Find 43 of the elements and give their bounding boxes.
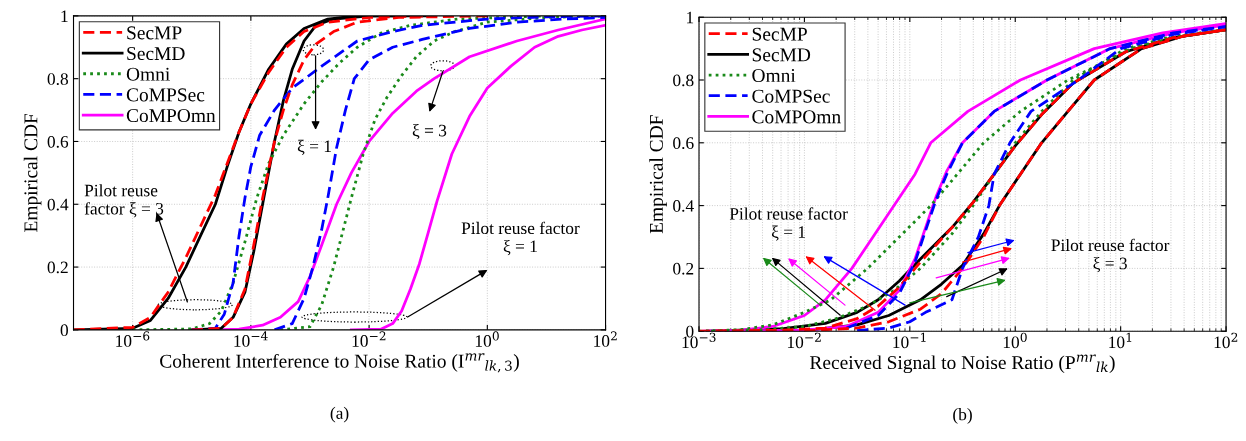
- legend-label: Omni: [126, 67, 170, 81]
- y-axis-title: Empirical CDF: [23, 113, 42, 232]
- y-tick-label: 0.4: [673, 200, 694, 212]
- y-tick-label: 0.2: [47, 261, 68, 274]
- y-tick-label: 0: [60, 324, 68, 337]
- y-tick-label: 0.8: [673, 74, 694, 87]
- x-axis-title: Coherent Interference to Noise Ratio (I$^{mr}$$_{lk,3}$): [160, 353, 519, 373]
- y-axis-title: Empirical CDF: [649, 115, 667, 234]
- x-tick-label: 10$^{2}$: [594, 331, 617, 347]
- legend-label: SecMP: [752, 27, 807, 41]
- legend-label: CoMPSec: [126, 88, 205, 102]
- legend-label: SecMP: [127, 26, 182, 40]
- x-tick-label: 10$^{−2}$: [352, 331, 386, 347]
- y-tick-label: 0.8: [47, 73, 68, 85]
- annotation: Pilot reuse factor ξ = 3: [1051, 238, 1170, 273]
- y-tick-label: 0.2: [673, 262, 694, 275]
- annotation: ξ = 1: [297, 139, 331, 155]
- x-tick-label: 10$^{0}$: [475, 331, 499, 347]
- text: (b): [953, 408, 972, 424]
- legend-label: Omni: [752, 68, 796, 83]
- annotation: ξ = 3: [412, 124, 447, 140]
- annotation: Pilot reuse factor ξ = 1: [729, 207, 848, 241]
- legend-label: CoMPSec: [752, 89, 830, 103]
- y-tick-label: 0.6: [673, 137, 694, 150]
- text: (a): [330, 406, 349, 423]
- x-tick-label: 10$^{−2}$: [787, 332, 821, 349]
- x-tick-label: 10$^{0}$: [1003, 332, 1027, 349]
- x-tick-label: 10$^{2}$: [1214, 332, 1238, 349]
- annotation: Pilot reuse factor ξ = 3: [84, 184, 164, 218]
- legend-label: SecMD: [127, 47, 185, 61]
- x-tick-label: 10$^{−1}$: [893, 332, 926, 349]
- x-tick-label: 10$^{−6}$: [116, 331, 150, 347]
- annotation: Pilot reuse factor ξ = 1: [461, 221, 580, 256]
- y-tick-label: 1: [686, 11, 694, 24]
- y-tick-label: 0.6: [47, 135, 69, 148]
- x-tick-label: 10$^{1}$: [1109, 332, 1132, 349]
- y-tick-label: 1: [61, 10, 68, 22]
- x-axis-title: Received Signal to Noise Ratio (P$^{mr}$$_{lk}$): [809, 354, 1115, 374]
- legend-label: CoMPOmn: [752, 110, 841, 124]
- legend-label: SecMD: [752, 48, 811, 62]
- y-tick-label: 0.4: [47, 198, 69, 211]
- legend-label: CoMPOmn: [126, 109, 216, 123]
- x-tick-label: 10$^{−4}$: [234, 331, 268, 347]
